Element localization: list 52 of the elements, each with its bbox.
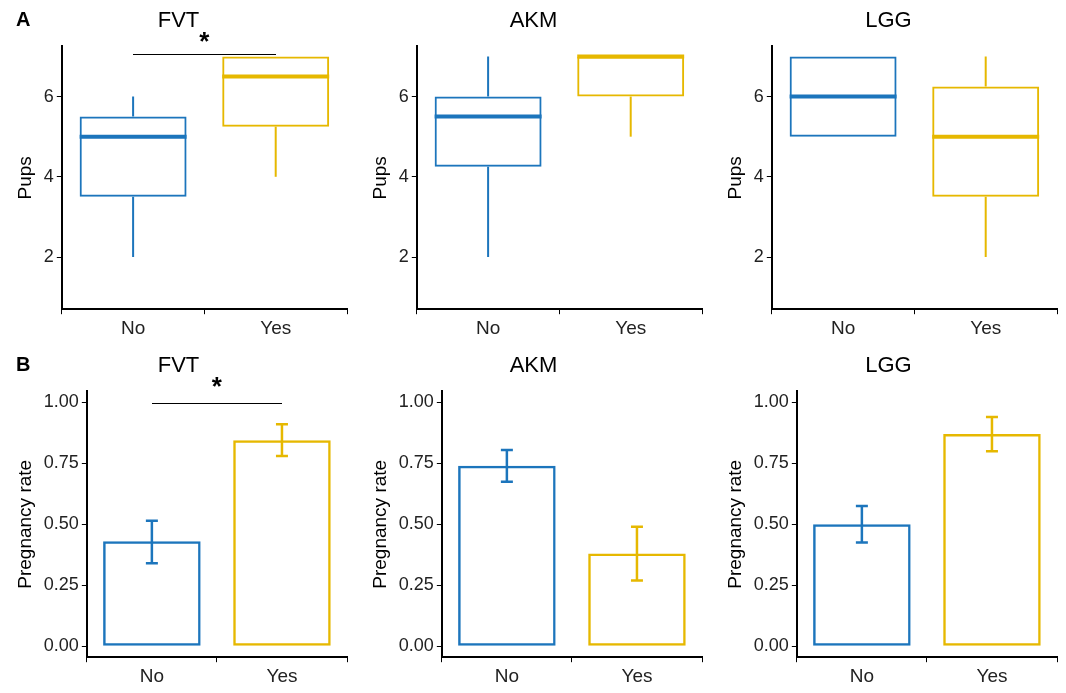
chart-title: AKM (509, 352, 558, 378)
annotation: * (199, 26, 211, 57)
y-tick-label: 1.00 (43, 391, 79, 412)
annotation: * (211, 371, 223, 402)
chart-title: LGG (865, 352, 912, 378)
x-tick-label: Yes (970, 316, 1002, 338)
y-tick-label: 0.75 (43, 452, 79, 473)
y-tick-label: 0.25 (398, 574, 434, 595)
x-tick-label: Yes (615, 316, 647, 338)
chart-title: FVT (157, 352, 200, 378)
y-tick-label: 4 (398, 165, 409, 186)
x-tick-label: No (849, 664, 875, 686)
y-axis-title: Pregnancy rate (723, 459, 745, 589)
y-tick-label: 0.25 (753, 574, 789, 595)
y-tick-label: 0.50 (43, 513, 79, 534)
y-tick-label: 2 (398, 246, 409, 267)
y-tick-label: 2 (43, 246, 54, 267)
x-tick-label: Yes (976, 664, 1008, 686)
y-tick-label: 4 (753, 165, 764, 186)
chart-title: LGG (865, 7, 912, 33)
y-tick-label: 0.75 (753, 452, 789, 473)
y-tick-label: 1.00 (753, 391, 789, 412)
text: B (16, 352, 31, 375)
x-tick-label: No (120, 316, 146, 338)
y-tick-label: 6 (43, 85, 54, 106)
x-tick-label: No (830, 316, 856, 338)
y-axis-title: Pregnancy rate (368, 459, 390, 589)
text: A (16, 7, 31, 30)
y-tick-label: 0.00 (43, 635, 79, 656)
y-axis-title: Pups (723, 156, 745, 200)
y-tick-label: 0.25 (43, 574, 79, 595)
y-tick-label: 6 (398, 85, 409, 106)
y-tick-label: 0.00 (753, 635, 789, 656)
chart-title: FVT (157, 7, 200, 33)
y-tick-label: 1.00 (398, 391, 434, 412)
y-axis-title: Pups (13, 156, 35, 200)
x-tick-label: Yes (621, 664, 653, 686)
x-tick-label: Yes (266, 664, 298, 686)
y-tick-label: 0.50 (753, 513, 789, 534)
chart-title: AKM (509, 7, 558, 33)
y-tick-label: 0.00 (398, 635, 434, 656)
y-axis-title: Pregnancy rate (13, 459, 35, 589)
x-tick-label: No (139, 664, 165, 686)
y-axis-title: Pups (368, 156, 390, 200)
x-tick-label: Yes (260, 316, 292, 338)
y-tick-label: 2 (753, 246, 764, 267)
x-tick-label: No (475, 316, 501, 338)
y-tick-label: 0.50 (398, 513, 434, 534)
y-tick-label: 4 (43, 165, 54, 186)
x-tick-label: No (494, 664, 520, 686)
y-tick-label: 6 (753, 85, 764, 106)
y-tick-label: 0.75 (398, 452, 434, 473)
